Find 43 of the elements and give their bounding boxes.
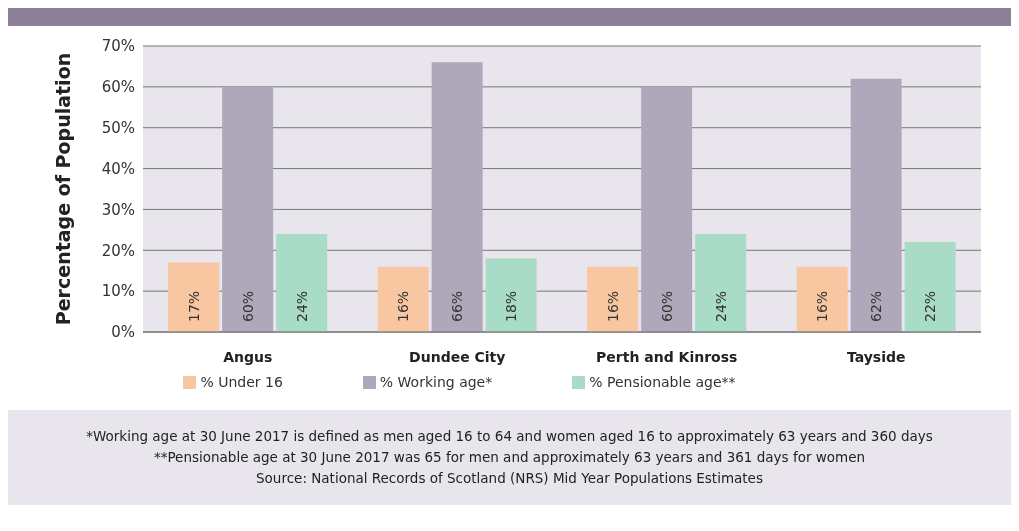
bar xyxy=(587,266,639,332)
bar xyxy=(641,86,693,332)
bar xyxy=(377,266,429,332)
x-tick-label: Tayside xyxy=(846,348,906,365)
y-tick-label: 10% xyxy=(101,282,135,301)
data-label: 16% xyxy=(814,290,831,322)
bar xyxy=(850,78,902,332)
x-tick-label: Dundee City xyxy=(409,348,506,365)
legend-label: % Pensionable age** xyxy=(589,374,736,390)
data-label: 60% xyxy=(658,290,675,322)
y-tick-label: 70% xyxy=(101,37,135,56)
data-label: 18% xyxy=(503,290,520,322)
text: *Working age at 30 June 2017 is defined as men aged 16 to 64 and women aged 16 to approximately 63 years and 360 days xyxy=(85,427,934,446)
y-tick-label: 30% xyxy=(101,200,135,219)
bar xyxy=(222,86,274,332)
data-label: 22% xyxy=(922,290,939,322)
legend-label: % Working age* xyxy=(379,374,493,390)
legend-label: % Under 16 xyxy=(200,374,283,390)
y-tick-label: 20% xyxy=(101,241,135,260)
data-label: 60% xyxy=(239,290,256,322)
bar xyxy=(796,266,848,332)
x-tick-label: Angus xyxy=(223,348,273,365)
data-label: 16% xyxy=(604,290,621,322)
y-tick-label: 40% xyxy=(101,159,135,178)
bar xyxy=(431,62,483,332)
x-tick-label: Perth and Kinross xyxy=(596,348,738,365)
data-label: 24% xyxy=(712,290,729,322)
bar xyxy=(276,233,328,332)
data-label: 16% xyxy=(395,290,412,322)
text: **Pensionable age at 30 June 2017 was 65 for men and approximately 63 years and 361 days for women xyxy=(152,448,867,467)
y-tick-label: 0% xyxy=(111,323,135,342)
bar xyxy=(168,262,220,332)
bar xyxy=(485,258,537,332)
bar xyxy=(695,233,747,332)
data-label: 66% xyxy=(449,290,466,322)
source-note: Source: National Records of Scotland (NRS) Mid Year Populations Estimates xyxy=(255,469,764,488)
data-label: 17% xyxy=(185,290,202,322)
bar xyxy=(904,242,956,332)
y-tick-label: 60% xyxy=(101,78,135,97)
data-label: 62% xyxy=(868,290,885,322)
data-label: 24% xyxy=(293,290,310,322)
y-tick-label: 50% xyxy=(101,119,135,138)
y-axis-title: Percentage of Population xyxy=(51,52,74,326)
